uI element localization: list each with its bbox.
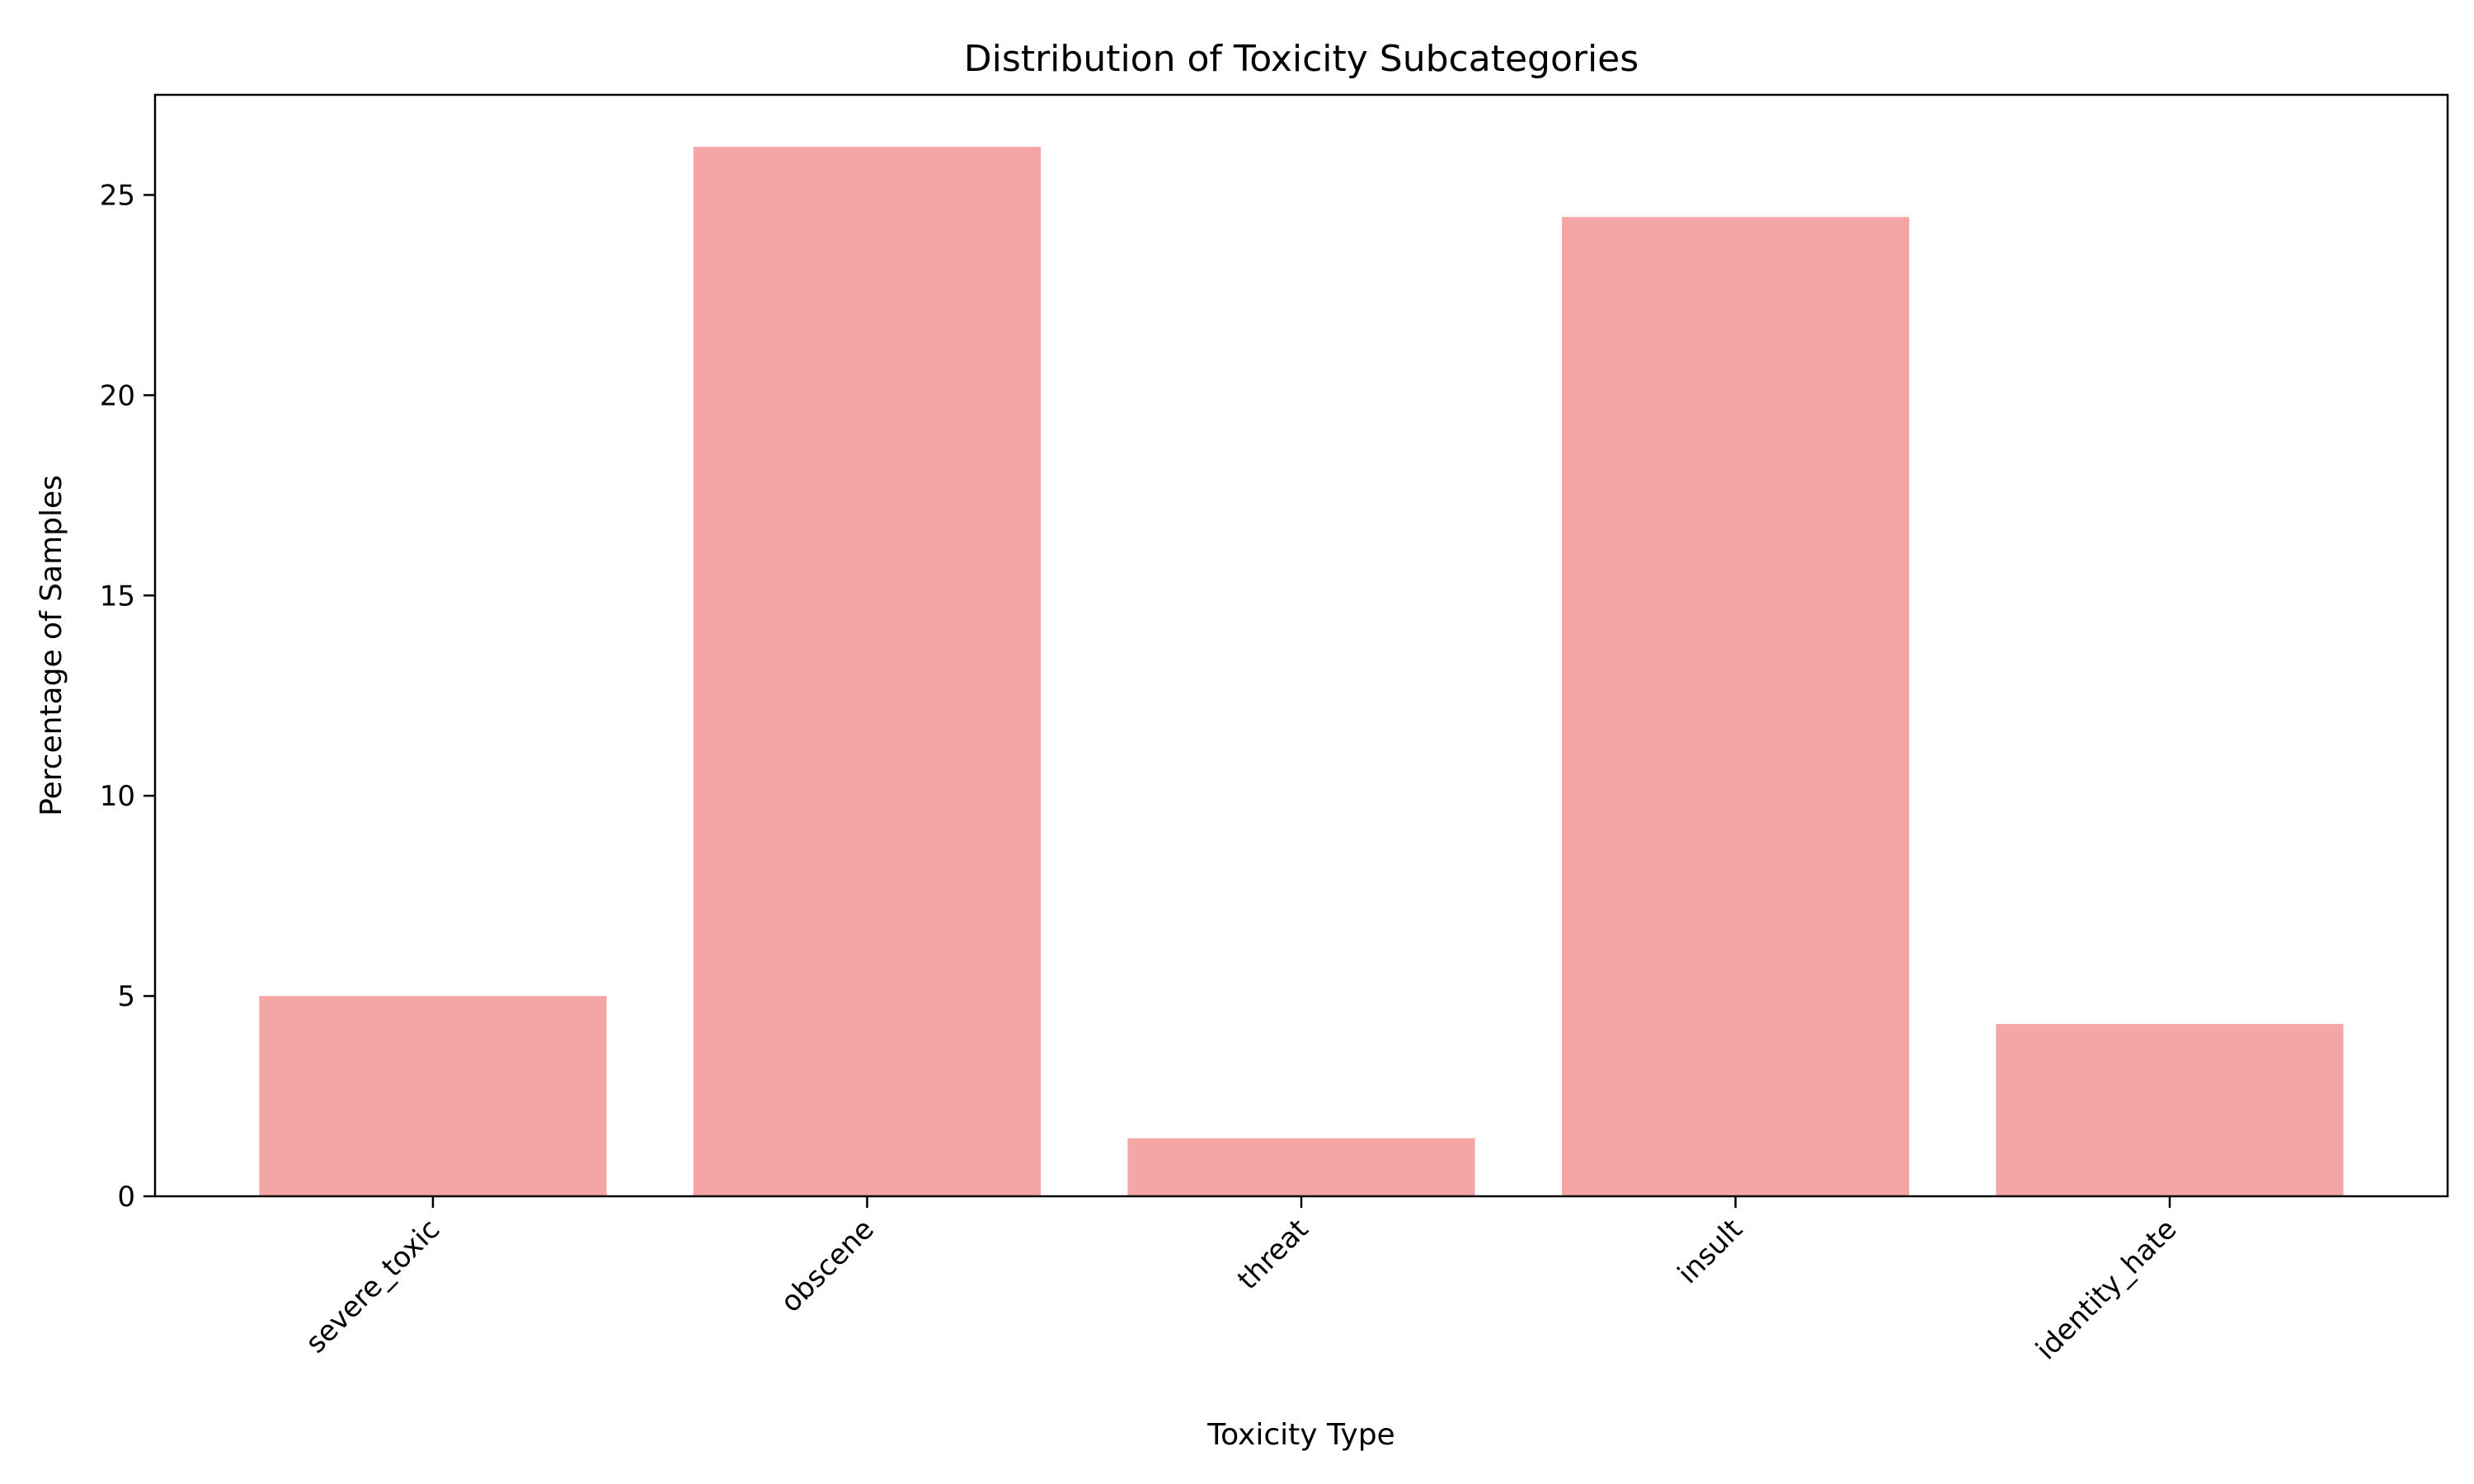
y-tick-label: 10	[100, 780, 135, 813]
x-axis-label: Toxicity Type	[1206, 1418, 1395, 1452]
x-tick-label: identity_hate	[2030, 1213, 2183, 1366]
bar-threat	[1127, 1138, 1475, 1196]
y-axis-ticks: 0 5 10 15 20 25	[100, 179, 155, 1214]
y-tick-label: 0	[117, 1181, 135, 1214]
y-tick-label: 15	[100, 580, 135, 613]
y-tick-label: 20	[100, 379, 135, 412]
x-tick-label: threat	[1231, 1213, 1315, 1296]
bar-insult	[1561, 217, 1910, 1196]
bar-identity-hate	[1996, 1024, 2344, 1196]
x-axis-ticks: severe_toxic obscene threat insult identity_…	[299, 1196, 2183, 1366]
x-tick-label: severe_toxic	[299, 1213, 446, 1360]
x-tick-label: insult	[1672, 1213, 1749, 1290]
plot-area-frame	[153, 93, 2449, 1198]
bars-group	[259, 147, 2344, 1196]
x-tick-label: obscene	[774, 1213, 881, 1319]
bar-obscene	[693, 147, 1042, 1196]
y-axis-label: Percentage of Samples	[35, 475, 68, 816]
y-tick-label: 25	[100, 179, 135, 212]
bar-severe-toxic	[259, 996, 607, 1196]
chart-title: Distribution of Toxicity Subcategories	[964, 38, 1639, 80]
y-tick-label: 5	[117, 980, 135, 1013]
